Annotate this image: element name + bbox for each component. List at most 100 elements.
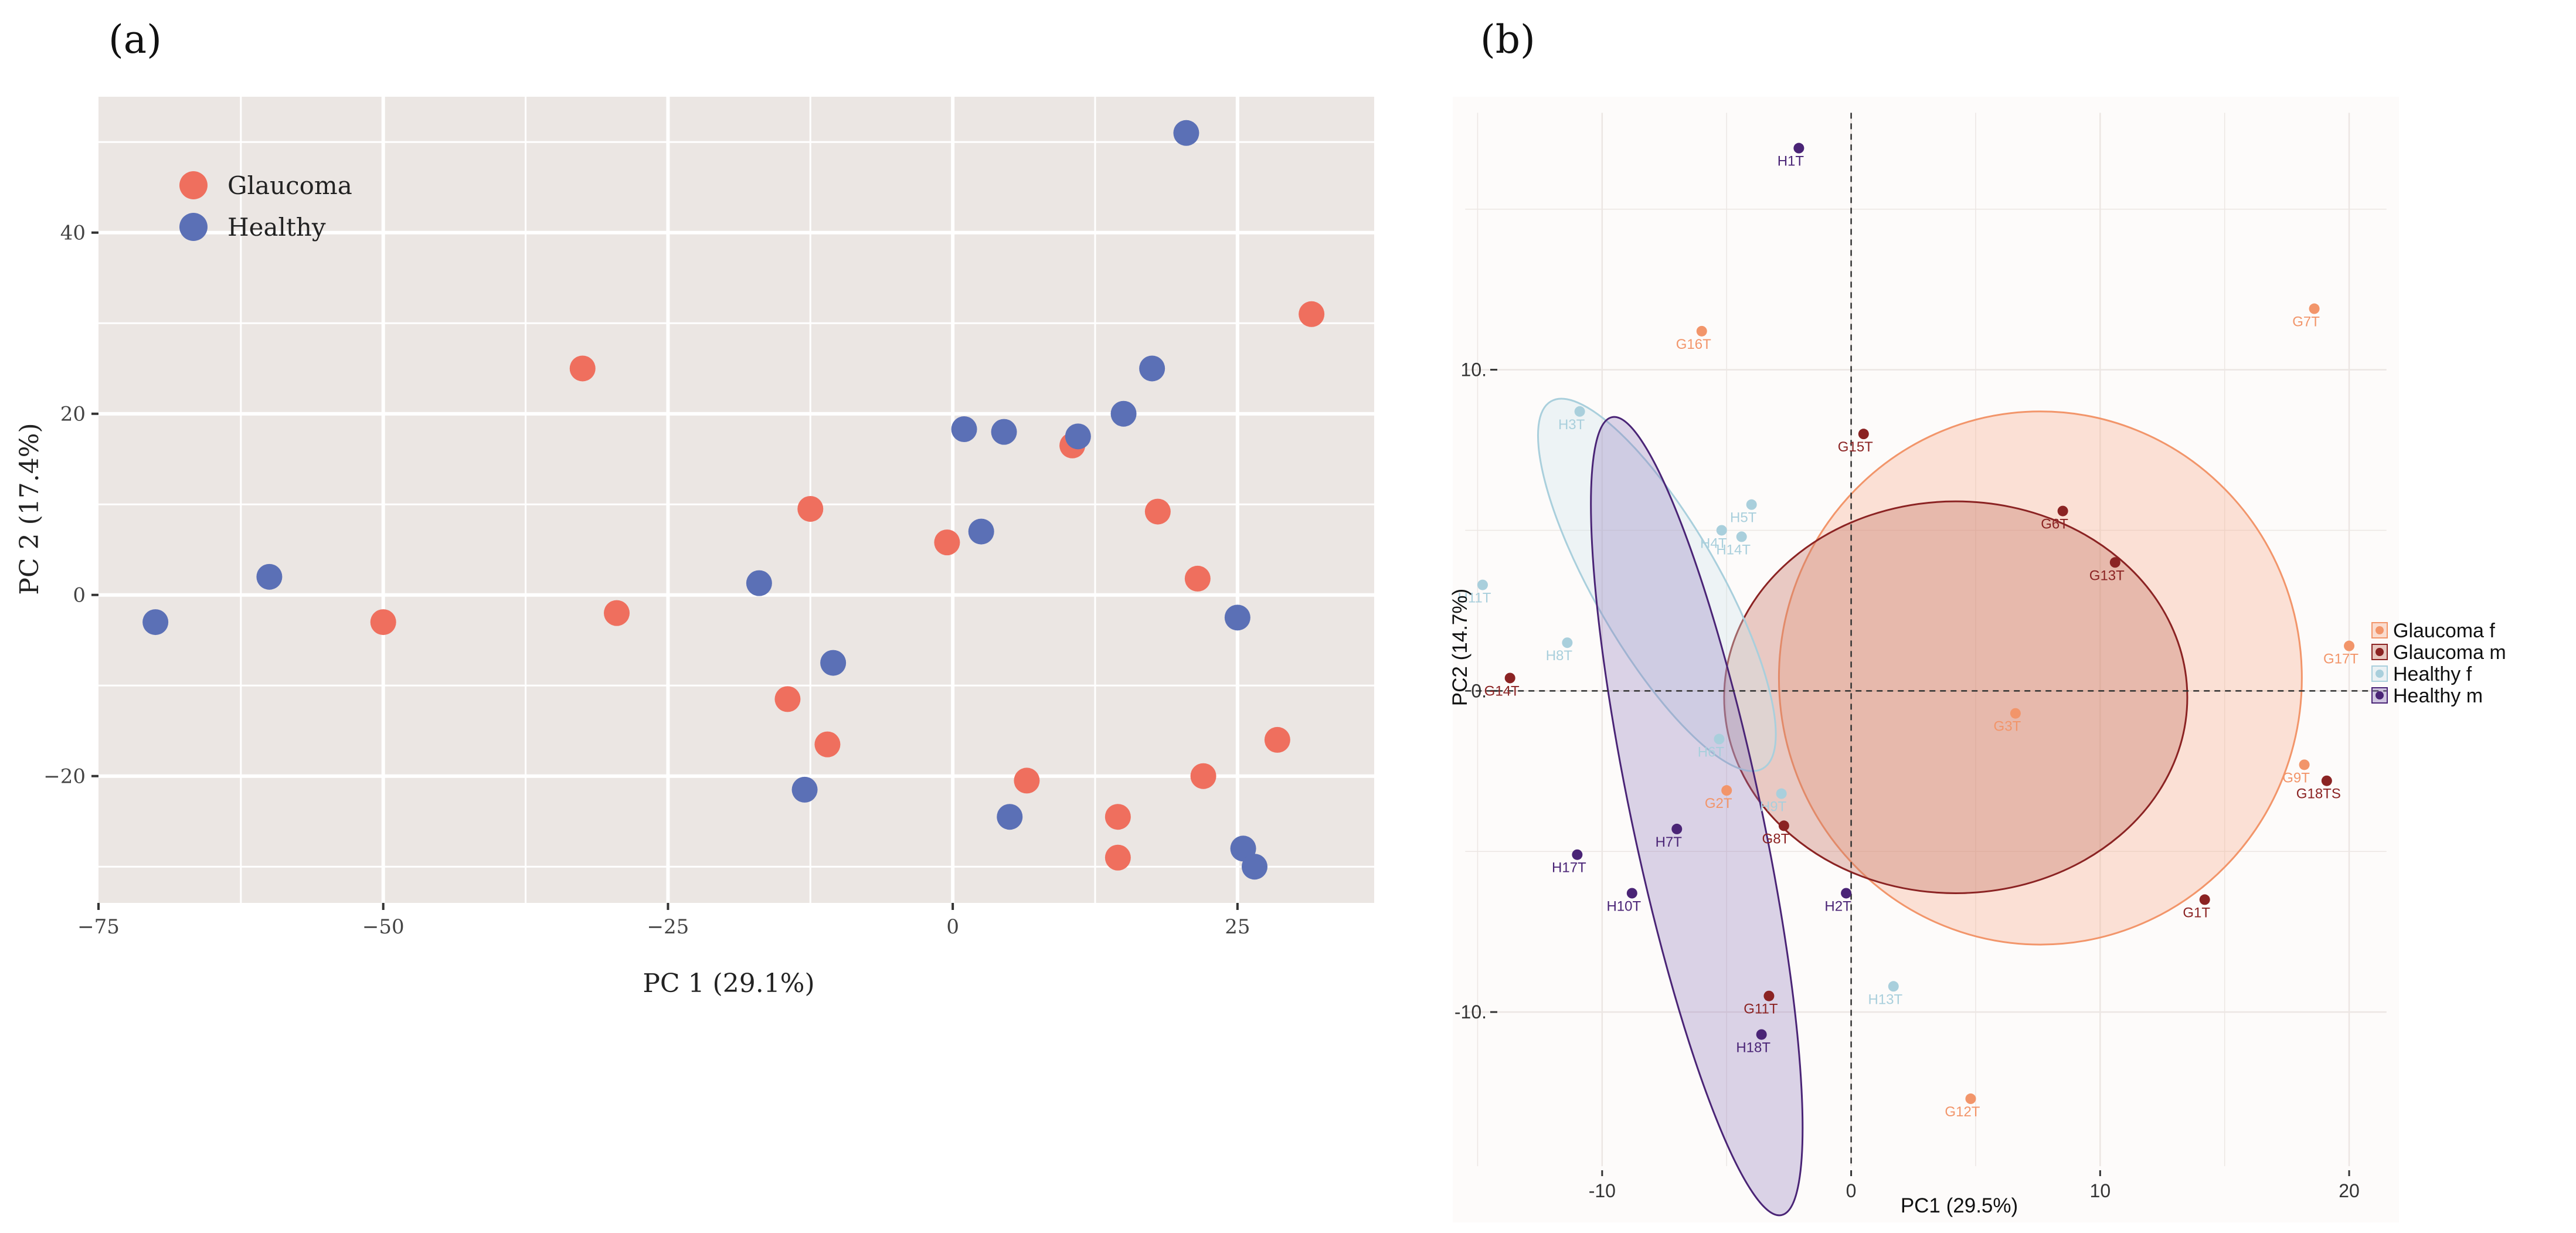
point-label: H5T [1730,510,1757,526]
point-glaucoma [1264,726,1290,753]
point-glaucoma [1105,804,1131,830]
point-glaucoma-m [1763,990,1775,1001]
panel-a-x-tick-label: 0 [946,915,959,939]
point-healthy [997,804,1023,830]
legend-marker-glaucoma-m [2376,648,2384,656]
panel-b-x-tick-label: 20 [2339,1180,2360,1201]
point-label: G16T [1676,337,1711,352]
point-label: H2T [1824,898,1851,914]
legend-marker-healthy-f [2376,670,2384,678]
point-healthy-m [1572,849,1583,860]
point-label: H1T [1778,154,1804,169]
point-glaucoma-m [2321,775,2332,786]
legend-label-glaucoma-f: Glaucoma f [2393,620,2495,642]
panel-b-x-tick-label: 10 [2090,1180,2111,1201]
point-glaucoma-f [2344,640,2355,651]
point-glaucoma [814,731,841,758]
point-label: G3T [1994,719,2021,735]
point-label: G11T [1744,1001,1778,1017]
legend-label-healthy-f: Healthy f [2393,663,2472,685]
panel-b-plot-background [1453,97,2399,1222]
point-glaucoma [797,495,824,522]
panel-a-x-axis-title: PC 1 (29.1%) [643,969,814,998]
point-healthy-m [1793,142,1804,154]
point-healthy-m [1756,1029,1767,1040]
point-label: G6T [2041,517,2068,532]
panel-a-legend: Glaucoma Healthy [179,171,352,242]
point-healthy [1224,604,1250,631]
point-healthy-f [1714,733,1725,745]
point-label: H17T [1552,860,1586,876]
point-label: G13T [2089,568,2125,583]
point-label: H18T [1736,1040,1770,1055]
point-healthy [1065,423,1091,450]
point-label: H10T [1606,898,1641,914]
point-label: G14T [1484,683,1520,699]
point-glaucoma-m [1858,429,1869,440]
point-glaucoma [1144,498,1171,525]
panel-b-label: (b) [1480,17,1535,62]
ellipse-glaucoma-m [1723,500,2188,894]
point-glaucoma [1105,844,1131,871]
point-label: G1T [2183,905,2210,920]
point-glaucoma [774,686,801,712]
point-healthy-f [1477,579,1488,590]
point-healthy [1139,355,1165,382]
legend-healthy-label: Healthy [227,213,326,242]
legend-marker-glaucoma-f [2376,626,2384,634]
point-glaucoma-f [2299,759,2310,770]
point-glaucoma-f [1721,785,1732,796]
point-healthy [1173,120,1199,146]
panel-a-y-axis-title: PC 2 (17.4%) [15,423,45,595]
panel-b-points: G16T G7T G17T G3T G9T G2T G12T G15T G6T G13T G14T G… [1458,142,2358,1120]
point-healthy-m [1626,888,1637,899]
point-healthy-m [1841,888,1852,899]
point-glaucoma-m [2057,505,2068,517]
point-healthy [820,650,847,676]
point-label: H6T [1698,745,1725,760]
point-healthy [968,518,994,545]
point-glaucoma-f [2010,708,2021,719]
point-label: G2T [1705,796,1732,811]
panel-b-x-axis-title: PC1 (29.5%) [1901,1194,2018,1217]
point-label: H9T [1760,799,1787,815]
panel-a-y-tick-label: 0 [73,584,86,607]
point-label: H13T [1868,991,1902,1007]
point-glaucoma-m [2109,557,2120,568]
panel-a-x-tick-label: −25 [647,915,689,939]
point-label: G15T [1838,439,1873,455]
panel-b-x-tick-label: -10 [1589,1180,1616,1201]
legend-label-healthy-m: Healthy m [2393,685,2483,707]
point-glaucoma-m [1504,672,1515,684]
point-glaucoma-m [1778,820,1789,831]
point-label: G17T [2323,651,2358,667]
point-healthy [142,609,169,636]
point-healthy [1110,400,1137,427]
panel-a-label: (a) [108,17,162,62]
point-healthy-f [1574,406,1585,417]
point-glaucoma [604,600,630,626]
point-glaucoma [569,355,596,382]
panel-a-y-tick-label: 40 [60,222,86,245]
point-label: G8T [1762,831,1790,847]
ellipse-healthy-m [1590,416,1804,1217]
point-healthy [951,416,977,442]
panel-a-axes: −75 −50 −25 0 25 −20 0 20 40 [43,222,1250,939]
panel-a-x-tick-label: 25 [1225,915,1250,939]
point-glaucoma [1184,565,1211,592]
panel-a-y-tick-label: 20 [60,403,86,426]
panel-a-y-tick-label: −20 [43,765,86,789]
point-healthy [256,563,283,590]
panel-b-y-axis-title: PC2 (14.7%) [1449,589,1471,706]
point-label: G18TS [2296,786,2341,802]
point-glaucoma [370,609,396,636]
panel-a-points [142,120,1325,880]
point-label: H14T [1716,542,1751,558]
panel-b-confidence-ellipses [1537,398,2303,1217]
panel-b-axes: -10 0 10 20 -10. 0. 10. [1454,359,2360,1201]
legend-healthy-marker [179,213,208,241]
point-label: H4T [1700,535,1727,551]
point-healthy-f [1716,525,1727,536]
